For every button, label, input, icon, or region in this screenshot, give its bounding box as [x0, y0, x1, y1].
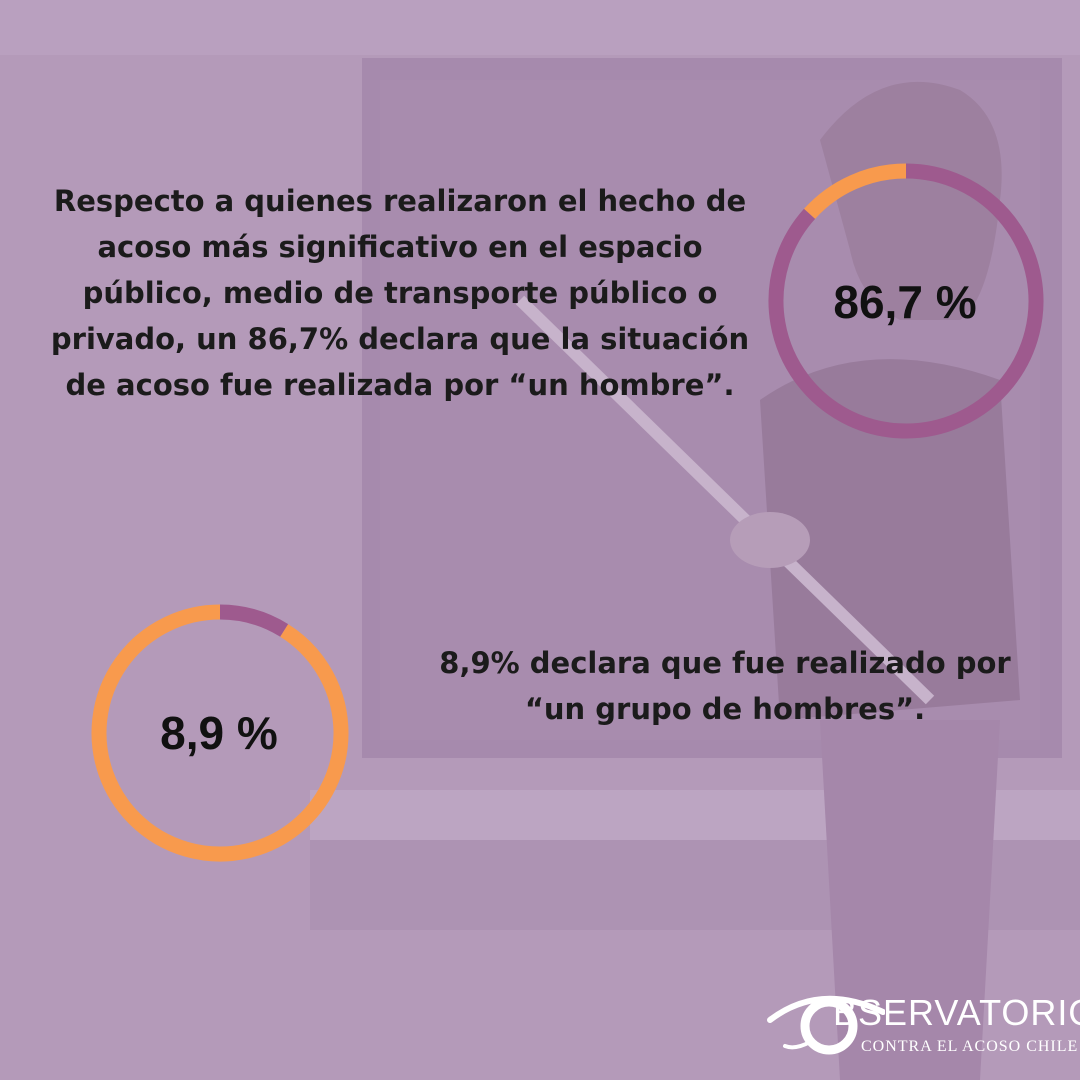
donut-two-value: 8,9 %	[160, 707, 278, 759]
statement-two: 8,9% declara que fue realizado por “un g…	[439, 646, 1011, 726]
donut-one-segment-2	[804, 163, 907, 219]
donut-one-segment-1	[768, 163, 1044, 439]
logo-subtitle: CONTRA EL ACOSO CHILE	[861, 1038, 1079, 1055]
logo-wordmark: BSERVATORIO	[833, 992, 1080, 1033]
donut-two-segment-1	[219, 604, 289, 637]
eye-icon	[767, 995, 885, 1055]
donut-two-segment-2	[91, 604, 349, 862]
statement-one: Respecto a quienes realizaron el hecho d…	[50, 184, 750, 402]
donut-chart-two: 8,9 %	[91, 604, 349, 862]
donut-one-value: 86,7 %	[833, 276, 976, 328]
observatorio-logo: BSERVATORIO CONTRA EL ACOSO CHILE	[765, 988, 1080, 1068]
donut-chart-one: 86,7 %	[768, 163, 1044, 439]
